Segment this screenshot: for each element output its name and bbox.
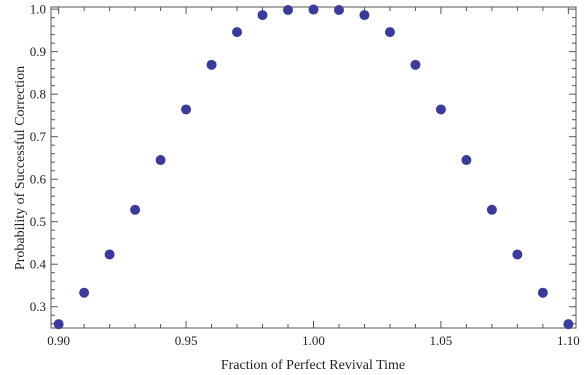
data-point: [537, 287, 548, 298]
data-point: [79, 287, 90, 298]
data-point: [384, 27, 395, 38]
data-point: [435, 104, 446, 115]
plot-frame: [50, 6, 577, 329]
data-point: [563, 319, 574, 330]
data-point: [512, 249, 523, 260]
data-point: [232, 27, 243, 38]
y-tick-label: 0.5: [30, 214, 46, 229]
y-tick-label: 0.7: [30, 129, 47, 144]
x-tick-label: 0.90: [47, 333, 70, 348]
x-tick-label: 1.05: [430, 333, 453, 348]
x-tick-label: 1.00: [302, 333, 325, 348]
y-tick-label: 0.3: [30, 299, 46, 314]
data-point: [257, 10, 268, 21]
y-tick-label: 0.4: [30, 257, 47, 272]
data-point: [155, 155, 166, 166]
data-point: [283, 4, 294, 15]
y-tick-label: 1.0: [30, 2, 46, 17]
y-tick-label: 0.6: [30, 172, 47, 187]
data-points: [53, 4, 574, 330]
data-point: [359, 10, 370, 21]
x-axis-title: Fraction of Perfect Revival Time: [221, 358, 405, 373]
x-axis-ticks: 0.90 0.95 1.00 1.05 1.10: [47, 7, 580, 348]
x-tick-label: 1.10: [557, 333, 580, 348]
y-axis-ticks: 0.3 0.4 0.5 0.6 0.7 0.8 0.9 1.0: [30, 2, 576, 325]
y-tick-label: 0.8: [30, 87, 46, 102]
x-tick-label: 0.95: [175, 333, 198, 348]
data-point: [130, 204, 141, 215]
y-tick-label: 0.9: [30, 44, 46, 59]
data-point: [410, 59, 421, 70]
data-point: [308, 4, 319, 15]
data-point: [104, 249, 115, 260]
data-point: [333, 4, 344, 15]
y-axis-title: Probability of Successful Correction: [13, 66, 28, 270]
data-point: [461, 155, 472, 166]
data-point: [181, 104, 192, 115]
data-point: [486, 204, 497, 215]
data-point: [206, 59, 217, 70]
data-point: [53, 319, 64, 330]
